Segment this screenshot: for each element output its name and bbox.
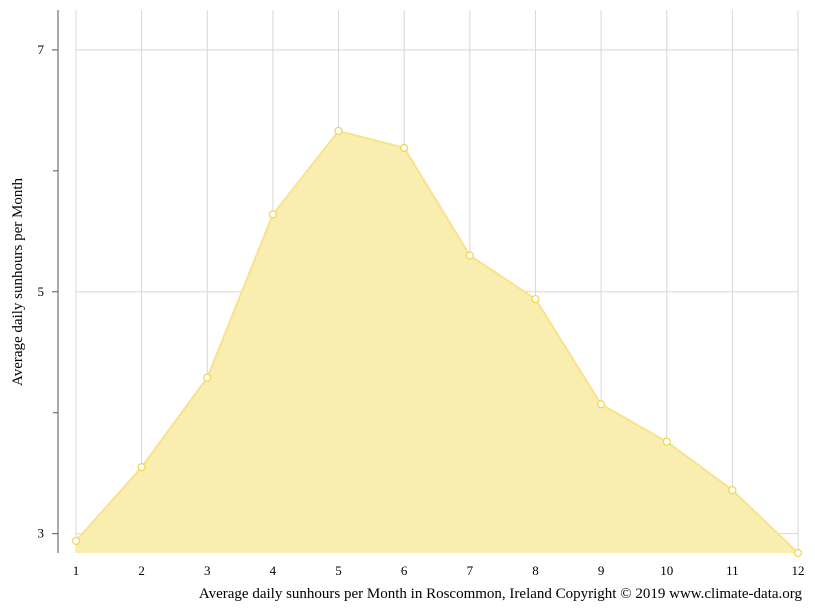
x-tick-label-2: 2 [138,563,145,578]
data-point-7 [465,251,474,260]
data-point-10 [662,437,671,446]
x-tick-label-7: 7 [467,563,474,578]
x-tick-label-9: 9 [598,563,605,578]
x-tick-label-4: 4 [270,563,277,578]
data-point-3 [203,373,212,382]
data-point-9 [596,400,606,409]
data-point-8 [531,294,540,304]
x-tick-label-6: 6 [401,563,408,578]
axes [52,10,59,553]
area-fill [76,130,798,553]
x-tick-label-8: 8 [532,563,539,578]
area-layer [75,129,799,554]
data-points [71,126,803,558]
y-tick-label-5: 5 [38,284,45,299]
x-tick-label-10: 10 [660,563,673,578]
data-point-6 [400,143,409,152]
y-axis-title: Average daily sunhours per Month [10,178,26,387]
x-tick-label-3: 3 [204,563,211,578]
x-tick-label-1: 1 [73,563,80,578]
x-tick-label-11: 11 [726,563,739,578]
data-point-12 [793,548,803,558]
y-tick-label-3: 3 [38,526,45,541]
data-point-5 [334,126,343,136]
y-tick-label-7: 7 [38,42,45,57]
data-point-11 [728,486,737,495]
series-line [75,129,799,554]
chart-caption: Average daily sunhours per Month in Rosc… [199,586,803,602]
data-point-1 [71,536,81,546]
x-tick-label-12: 12 [792,563,805,578]
x-tick-label-5: 5 [335,563,342,578]
data-point-4 [268,210,278,219]
data-point-2 [137,463,146,472]
